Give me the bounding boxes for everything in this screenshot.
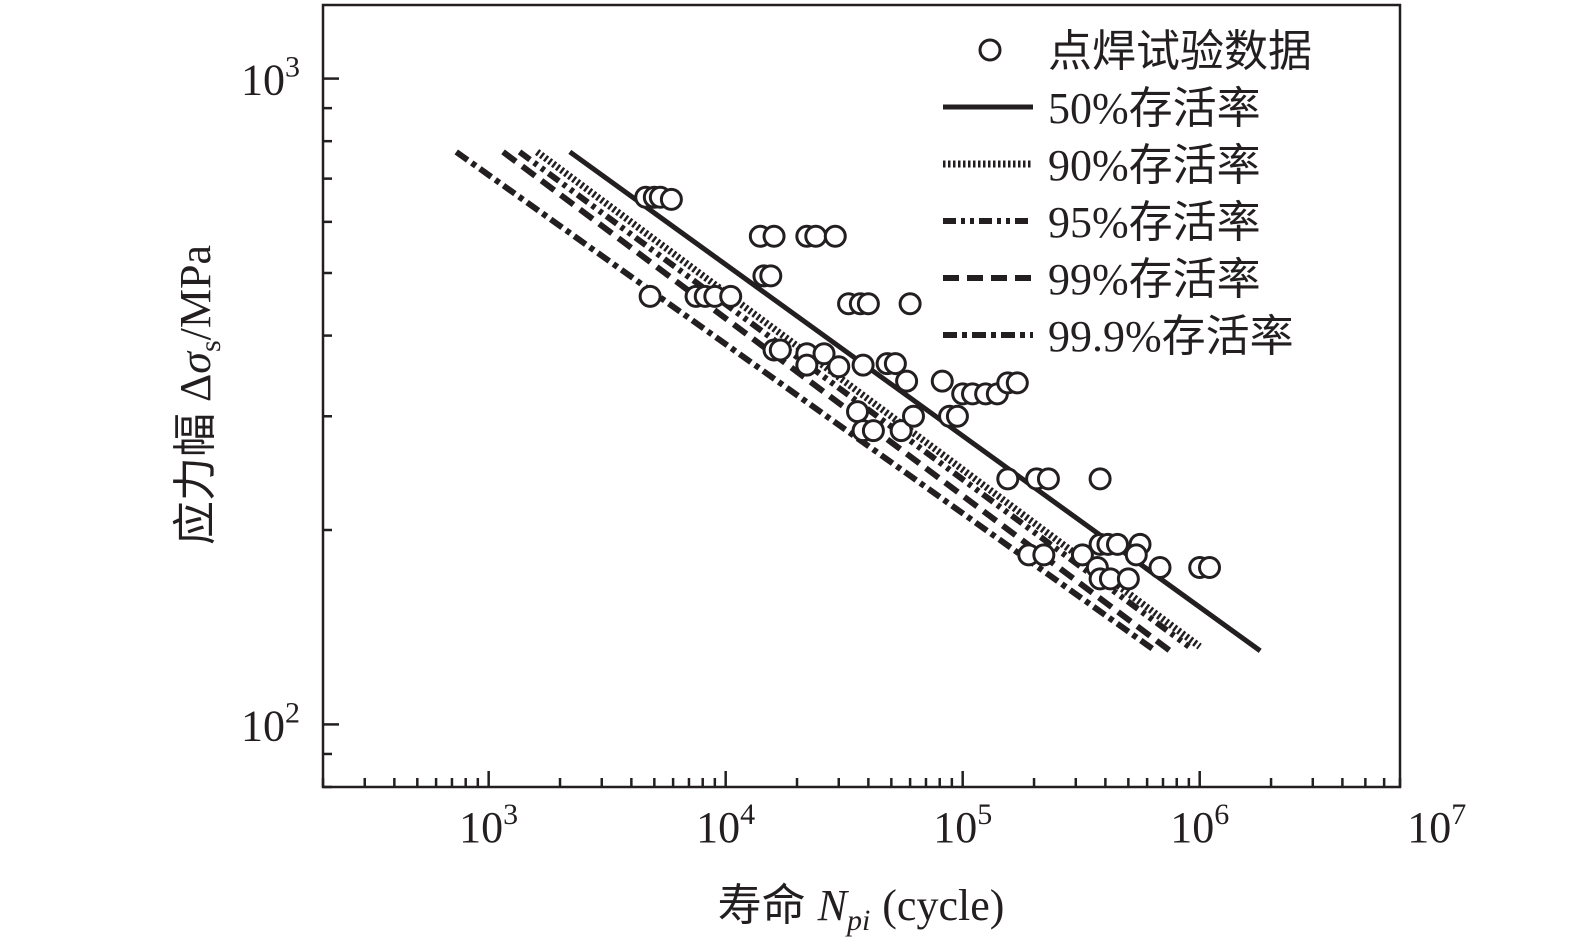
data-point (762, 224, 786, 248)
fit-line-dashdot (454, 149, 1158, 654)
data-point (851, 353, 875, 377)
data-point (1070, 543, 1094, 567)
x-tick-label: 104 (696, 798, 755, 852)
x-tick-label-base: 10 (459, 803, 503, 852)
x-tick-label-base: 10 (1170, 803, 1214, 852)
data-point (1198, 555, 1222, 579)
data-point (659, 187, 683, 211)
legend-label-scatter: 点焊试验数据 (1048, 27, 1312, 76)
data-point (823, 224, 847, 248)
x-tick-label-exp: 5 (977, 798, 992, 831)
y-tick-label-base: 10 (241, 56, 285, 105)
y-axis-title-unit: /MPa (171, 245, 220, 340)
legend-label-dashdot: 99.9%存活率 (1048, 312, 1294, 361)
data-point (1032, 543, 1056, 567)
data-point (856, 292, 880, 316)
y-axis-title-sigma: σ (171, 350, 220, 374)
x-tick-label: 105 (933, 798, 992, 852)
x-ticks-layer: 103 104 105 106 107 (321, 771, 1466, 852)
y-tick-label: 103 (241, 51, 300, 105)
legend-label-dashdotdot: 95%存活率 (1048, 198, 1261, 247)
x-tick-label-base: 10 (933, 803, 977, 852)
x-axis-title-var: N (817, 881, 850, 930)
y-tick-label-base: 10 (241, 701, 285, 750)
y-axis-title: 应力幅 Δσs/MPa (171, 245, 227, 545)
data-point (1005, 371, 1029, 395)
data-point (895, 369, 919, 393)
x-tick-label: 107 (1407, 798, 1466, 852)
x-axis-title-sub: pi (845, 904, 870, 937)
data-point (719, 284, 743, 308)
legend-marker-scatter (978, 38, 1002, 62)
data-point (804, 224, 828, 248)
y-axis-title-prefix: 应力幅 Δ (171, 374, 220, 545)
data-point (846, 400, 870, 424)
data-point (759, 264, 783, 288)
data-point (795, 353, 819, 377)
x-tick-label: 106 (1170, 798, 1229, 852)
x-axis-title: 寿命 Npi (cycle) (718, 881, 1005, 937)
legend: 点焊试验数据 50%存活率 90%存活率 95%存活率 99%存活率 99.9%存活率 (943, 27, 1312, 361)
data-point (1088, 467, 1112, 491)
data-point (861, 419, 885, 443)
x-tick-label: 103 (459, 798, 518, 852)
x-tick-label-exp: 7 (1451, 798, 1466, 831)
x-tick-label-base: 10 (1407, 803, 1451, 852)
legend-label-solid: 50%存活率 (1048, 84, 1261, 133)
x-tick-label-base: 10 (696, 803, 740, 852)
data-point (898, 292, 922, 316)
data-point (1106, 532, 1130, 556)
data-point (768, 338, 792, 362)
data-point (1116, 567, 1140, 591)
x-tick-label-exp: 6 (1214, 798, 1229, 831)
data-point (901, 404, 925, 428)
fit-line-dashed (501, 149, 1172, 654)
data-point (638, 284, 662, 308)
data-point (1124, 543, 1148, 567)
fit-line-solid (568, 149, 1262, 653)
data-point (889, 419, 913, 443)
x-tick-label-exp: 3 (503, 798, 518, 831)
data-point (930, 369, 954, 393)
y-tick-label: 102 (241, 696, 300, 750)
data-point (812, 342, 836, 366)
y-tick-label-exp: 2 (285, 696, 300, 729)
x-tick-label-exp: 4 (740, 798, 755, 831)
data-point (827, 355, 851, 379)
y-axis-title-sub: s (194, 340, 227, 352)
x-axis-title-unit: (cycle) (882, 881, 1004, 930)
plot-frame (321, 3, 1402, 789)
y-tick-label-exp: 3 (285, 51, 300, 84)
points-layer (634, 185, 1222, 591)
data-point (996, 467, 1020, 491)
data-point (1148, 555, 1172, 579)
data-point (883, 352, 907, 376)
data-point (945, 404, 969, 428)
legend-label-dotted: 90%存活率 (1048, 141, 1261, 190)
x-axis-title-text: 寿命 (718, 881, 806, 930)
data-point (1036, 467, 1060, 491)
legend-label-dashed: 99%存活率 (1048, 255, 1261, 304)
